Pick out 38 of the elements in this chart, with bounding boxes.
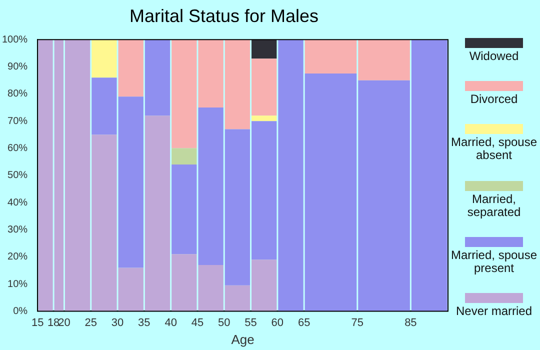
x-tick-label: 65 bbox=[298, 316, 310, 329]
x-tick-label: 35 bbox=[138, 316, 150, 329]
x-axis-title: Age bbox=[231, 332, 254, 347]
y-tick-label: 60% bbox=[8, 142, 28, 154]
x-tick-label: 50 bbox=[218, 316, 230, 329]
y-tick-label: 20% bbox=[8, 252, 28, 263]
y-tick-label: 50% bbox=[8, 170, 28, 182]
legend-label: Divorced bbox=[469, 92, 519, 106]
legend-label: Married, spouse present bbox=[450, 248, 538, 275]
x-tick-label: 15 bbox=[31, 316, 44, 329]
x-tick-label: 45 bbox=[191, 316, 204, 329]
y-tick-label: 100% bbox=[2, 34, 28, 46]
legend-label: Widowed bbox=[468, 49, 520, 63]
bar bbox=[252, 116, 277, 122]
x-tick-label: 60 bbox=[271, 316, 284, 329]
chart-title: Marital Status for Males bbox=[129, 6, 319, 26]
y-tick-label: 10% bbox=[8, 278, 28, 290]
legend-label: Never married bbox=[454, 304, 534, 318]
bar bbox=[118, 40, 144, 97]
x-tick-label: 75 bbox=[351, 316, 364, 329]
x-tick-label: 40 bbox=[164, 316, 177, 329]
y-tick-label: 90% bbox=[8, 62, 28, 73]
x-tick-label: 20 bbox=[58, 316, 70, 329]
legend-label: Married, spouse absent bbox=[450, 135, 538, 162]
x-tick-label: 25 bbox=[84, 316, 98, 329]
bar bbox=[92, 40, 117, 78]
y-tick-label: 0% bbox=[13, 306, 28, 317]
y-tick-label: 30% bbox=[8, 224, 28, 236]
x-tick-label: 55 bbox=[244, 316, 257, 329]
bar bbox=[252, 40, 277, 59]
x-tick-label: 18 bbox=[47, 316, 60, 329]
y-tick-label: 70% bbox=[8, 116, 28, 127]
y-tick-label: 80% bbox=[8, 88, 28, 100]
x-tick-label: 30 bbox=[111, 316, 124, 329]
y-tick-label: 40% bbox=[8, 197, 28, 208]
x-tick-label: 85 bbox=[404, 316, 417, 329]
legend-label: Married, separated bbox=[466, 192, 522, 219]
bar bbox=[172, 148, 197, 165]
